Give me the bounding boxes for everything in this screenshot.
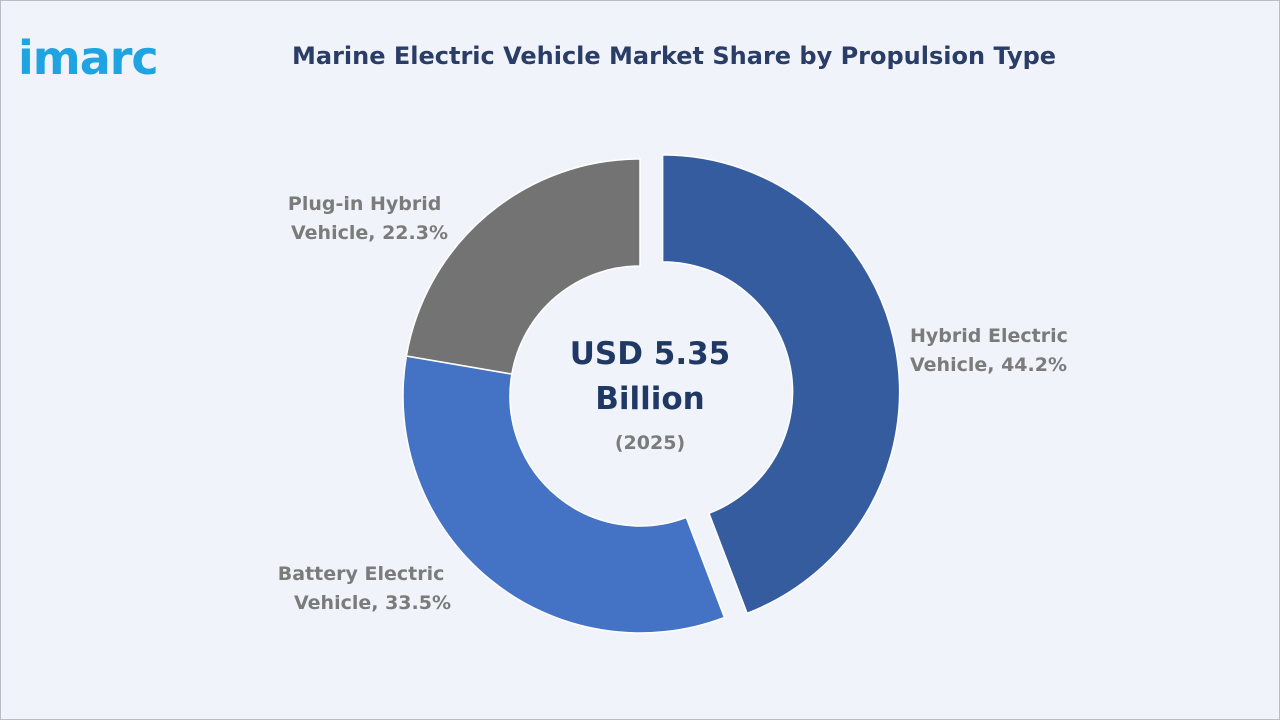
donut-slice-hybrid-electric-vehicle bbox=[661, 154, 901, 615]
center-value-unit: Billion bbox=[595, 381, 705, 417]
imarc-logo: imarc bbox=[18, 31, 159, 85]
slice-label-battery-electric: Battery Electric Vehicle, 33.5% bbox=[278, 563, 451, 614]
chart-title: Marine Electric Vehicle Market Share by … bbox=[292, 42, 1057, 70]
donut-slice-battery-electric-vehicle bbox=[402, 355, 726, 634]
slice-label-hybrid-electric: Hybrid Electric Vehicle, 44.2% bbox=[910, 325, 1074, 376]
center-year: (2025) bbox=[615, 432, 685, 454]
slice-label-plug-in-hybrid: Plug-in Hybrid Vehicle, 22.3% bbox=[288, 193, 448, 244]
center-value-amount: USD 5.35 bbox=[570, 336, 731, 372]
donut-slice-plug-in-hybrid-vehicle bbox=[405, 158, 641, 375]
